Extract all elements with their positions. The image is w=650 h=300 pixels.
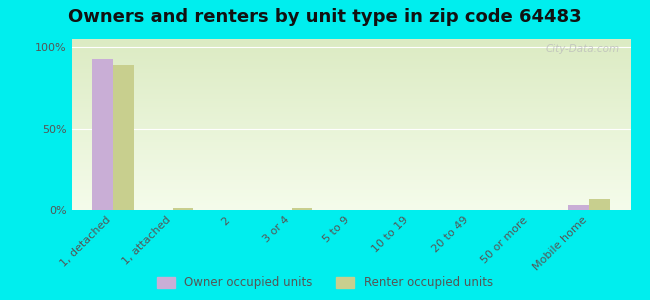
Bar (292, 208, 313, 210)
Text: City-Data.com: City-Data.com (545, 44, 619, 54)
Bar (589, 199, 610, 210)
Legend: Owner occupied units, Renter occupied units: Owner occupied units, Renter occupied un… (153, 272, 497, 294)
Bar (113, 65, 134, 210)
Bar (92, 58, 113, 210)
Text: Owners and renters by unit type in zip code 64483: Owners and renters by unit type in zip c… (68, 8, 582, 26)
Bar (173, 208, 194, 210)
Bar (568, 205, 589, 210)
